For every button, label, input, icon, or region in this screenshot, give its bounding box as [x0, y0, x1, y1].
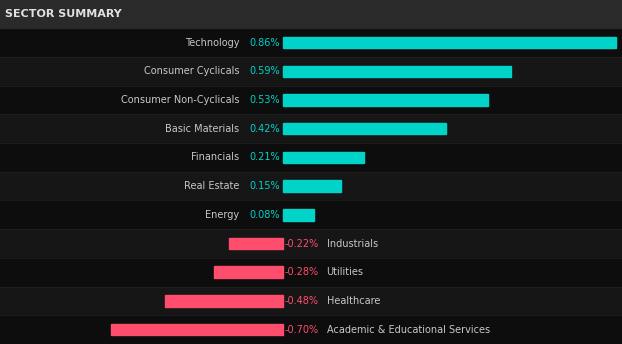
Text: -0.48%: -0.48% [284, 296, 318, 306]
Bar [0, 315, 622, 344]
Bar [0, 201, 622, 229]
Text: -0.28%: -0.28% [284, 267, 318, 277]
Bar [0, 143, 622, 172]
Bar [0, 86, 622, 114]
Bar [283, 123, 445, 135]
Bar [0, 57, 622, 86]
Bar [0, 114, 622, 143]
Text: Utilities: Utilities [327, 267, 363, 277]
Bar [283, 94, 488, 106]
Bar [0, 28, 622, 57]
Bar [0, 287, 622, 315]
Text: -0.22%: -0.22% [284, 238, 318, 248]
Text: 0.53%: 0.53% [249, 95, 280, 105]
Bar [283, 37, 616, 48]
Bar [0, 258, 622, 287]
Bar [283, 209, 314, 221]
Text: 0.08%: 0.08% [249, 210, 280, 220]
Text: Financials: Financials [192, 152, 239, 162]
Text: 0.15%: 0.15% [249, 181, 280, 191]
Bar [283, 180, 341, 192]
Text: Industrials: Industrials [327, 238, 378, 248]
Text: 0.42%: 0.42% [249, 124, 280, 134]
Bar [214, 267, 283, 278]
Bar [229, 238, 283, 249]
Text: Energy: Energy [205, 210, 239, 220]
Text: 0.59%: 0.59% [249, 66, 280, 76]
Text: Consumer Cyclicals: Consumer Cyclicals [144, 66, 239, 76]
Bar [283, 65, 511, 77]
Text: Real Estate: Real Estate [184, 181, 239, 191]
Bar [283, 152, 364, 163]
Text: Technology: Technology [185, 37, 239, 47]
Text: -0.70%: -0.70% [284, 325, 318, 335]
Text: 0.21%: 0.21% [249, 152, 280, 162]
Text: 0.86%: 0.86% [249, 37, 280, 47]
Bar [0, 0, 622, 28]
Bar [0, 172, 622, 201]
Bar [0, 229, 622, 258]
Text: Healthcare: Healthcare [327, 296, 380, 306]
Bar [165, 295, 283, 307]
Text: SECTOR SUMMARY: SECTOR SUMMARY [5, 9, 122, 19]
Text: Basic Materials: Basic Materials [165, 124, 239, 134]
Text: Consumer Non-Cyclicals: Consumer Non-Cyclicals [121, 95, 239, 105]
Text: Academic & Educational Services: Academic & Educational Services [327, 325, 490, 335]
Bar [111, 324, 283, 335]
